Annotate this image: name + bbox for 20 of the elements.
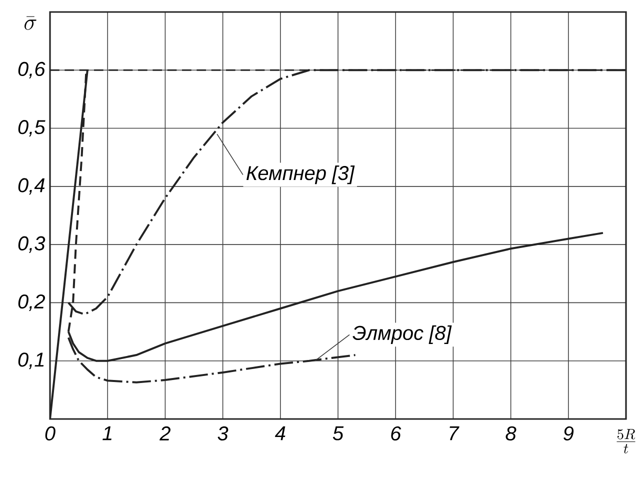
x-tick-label: 7 — [450, 426, 460, 440]
x-tick-label: 2 — [160, 426, 170, 440]
y-tick-label: 0,5 — [18, 120, 46, 137]
x-tick-label: 9 — [564, 426, 574, 441]
x-tick-label: 3 — [218, 426, 228, 441]
x-tick-label: 1 — [102, 426, 112, 440]
y-tick-label: 0,1 — [18, 352, 44, 370]
x-tick-label: 0 — [45, 426, 56, 441]
x-tick-label: 4 — [274, 426, 286, 440]
annotation: Кемпнер [3] — [246, 165, 355, 184]
x-axis-title: $\frac{5R}{t}$ — [616, 429, 636, 454]
y-tick-label: 0,6 — [18, 62, 46, 78]
y-tick-label: 0,3 — [18, 236, 46, 253]
x-tick-label: 6 — [391, 426, 402, 441]
annotation: Элмрос [8] — [352, 325, 452, 344]
y-tick-label: 0,4 — [18, 178, 45, 195]
y-axis-title: $\bar{\sigma}$ — [24, 16, 36, 30]
x-tick-label: 8 — [506, 426, 516, 441]
x-tick-label: 5 — [332, 426, 344, 440]
y-tick-label: 0,2 — [18, 294, 46, 311]
